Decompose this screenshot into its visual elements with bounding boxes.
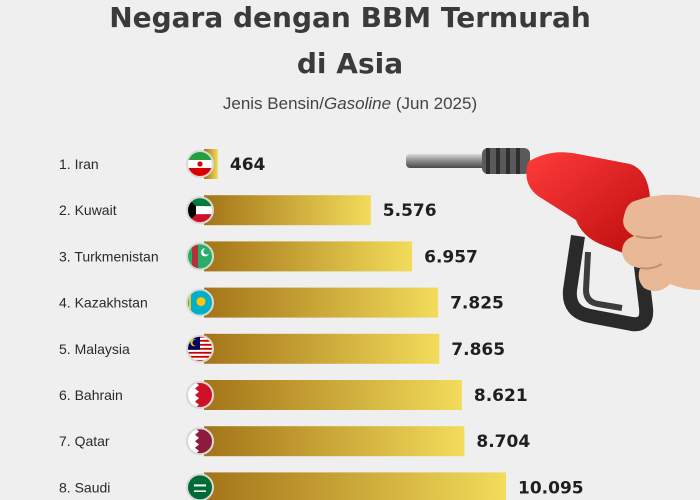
value-label: 8.704 — [476, 432, 530, 452]
bar — [204, 333, 440, 364]
bar — [204, 426, 465, 457]
category-label: 8. Saudi — [59, 479, 110, 495]
bar — [204, 380, 462, 410]
value-label: 8.621 — [474, 386, 528, 406]
kazakhstan-flag-icon — [186, 288, 214, 317]
category-label: 2. Kuwait — [59, 202, 117, 218]
nozzle-body — [526, 152, 656, 332]
value-label: 464 — [230, 155, 266, 175]
bahrain-flag-icon — [186, 381, 214, 409]
category-label: 6. Bahrain — [59, 387, 123, 403]
bar — [204, 472, 506, 500]
chart-subtitle: Jenis Bensin/Gasoline (Jun 2025) — [0, 94, 700, 114]
chart-title-line2: di Asia — [296, 47, 404, 80]
fuel-pump-illustration — [406, 148, 700, 332]
category-label: 7. Qatar — [59, 433, 110, 449]
bar — [204, 287, 439, 318]
bar — [204, 195, 371, 226]
nozzle-spout — [406, 148, 530, 174]
subtitle-prefix: Jenis Bensin/ — [222, 94, 324, 113]
category-label: 5. Malaysia — [59, 341, 130, 357]
value-label: 5.576 — [383, 201, 437, 221]
category-label: 1. Iran — [59, 156, 99, 172]
saudi-flag-icon — [186, 473, 214, 500]
value-label: 6.957 — [424, 247, 478, 267]
subtitle-italic: Gasoline — [324, 94, 392, 113]
malaysia-flag-icon — [186, 334, 214, 363]
hand — [622, 194, 700, 292]
value-label: 7.865 — [451, 340, 505, 360]
iran-flag-icon — [186, 150, 214, 178]
bar — [204, 241, 413, 272]
value-label: 10.095 — [518, 478, 584, 498]
qatar-flag-icon — [186, 427, 214, 456]
value-label: 7.825 — [450, 294, 504, 314]
chart-title-line1: Negara dengan BBM Termurah — [109, 1, 591, 34]
subtitle-suffix: (Jun 2025) — [391, 94, 478, 113]
turkmenistan-flag-icon — [186, 242, 214, 271]
category-label: 3. Turkmenistan — [59, 248, 159, 264]
category-label: 4. Kazakhstan — [59, 295, 148, 311]
kuwait-flag-icon — [186, 196, 214, 225]
